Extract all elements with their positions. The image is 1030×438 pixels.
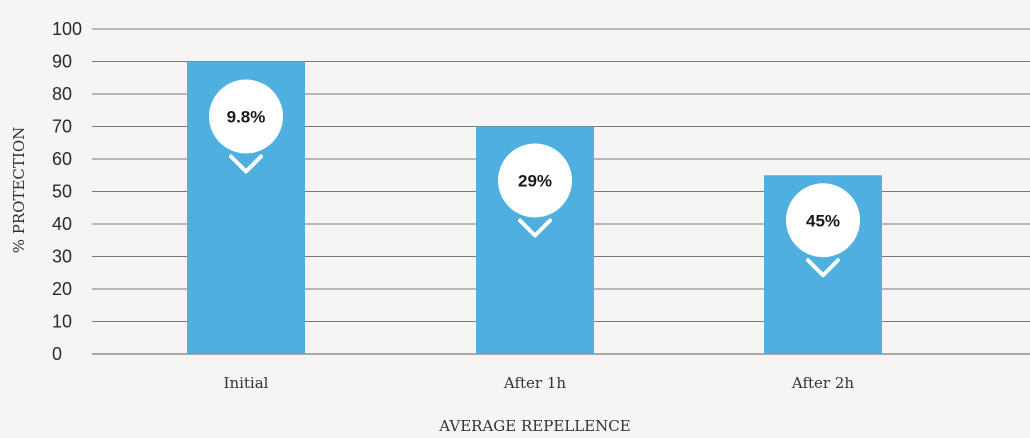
data-label-3: 45% (806, 211, 840, 230)
y-tick-label-50: 50 (52, 182, 72, 202)
chevron-down-icon (229, 154, 263, 174)
data-label-bubbles: 9.8% 29% 45% (209, 79, 860, 278)
y-tick-label-80: 80 (52, 84, 72, 104)
y-axis-title: % PROTECTION (10, 127, 28, 254)
y-tick-label-20: 20 (52, 279, 72, 299)
chevron-down-icon (806, 258, 840, 278)
data-label-bubble-1 (209, 79, 283, 154)
y-axis-ticks: 0 10 20 30 40 50 60 70 80 90 100 (52, 19, 82, 364)
y-tick-label-90: 90 (52, 52, 72, 72)
y-tick-label-10: 10 (52, 312, 72, 332)
y-tick-label-0: 0 (52, 344, 62, 364)
x-category-label-1: Initial (224, 374, 269, 392)
y-tick-label-70: 70 (52, 117, 72, 137)
x-axis-title: AVERAGE REPELLENCE (438, 417, 630, 435)
y-tick-label-100: 100 (52, 19, 82, 39)
data-label-bubble-3 (786, 183, 860, 258)
data-label-1: 9.8% (227, 108, 266, 127)
data-label-2: 29% (518, 172, 552, 191)
x-axis-categories: Initial After 1h After 2h (224, 374, 855, 392)
y-tick-label-30: 30 (52, 247, 72, 267)
data-label-bubble-2 (498, 143, 572, 218)
y-tick-label-40: 40 (52, 214, 72, 234)
y-tick-label-60: 60 (52, 149, 72, 169)
x-category-label-2: After 1h (503, 374, 567, 392)
x-category-label-3: After 2h (791, 374, 855, 392)
chevron-down-icon (518, 218, 552, 238)
